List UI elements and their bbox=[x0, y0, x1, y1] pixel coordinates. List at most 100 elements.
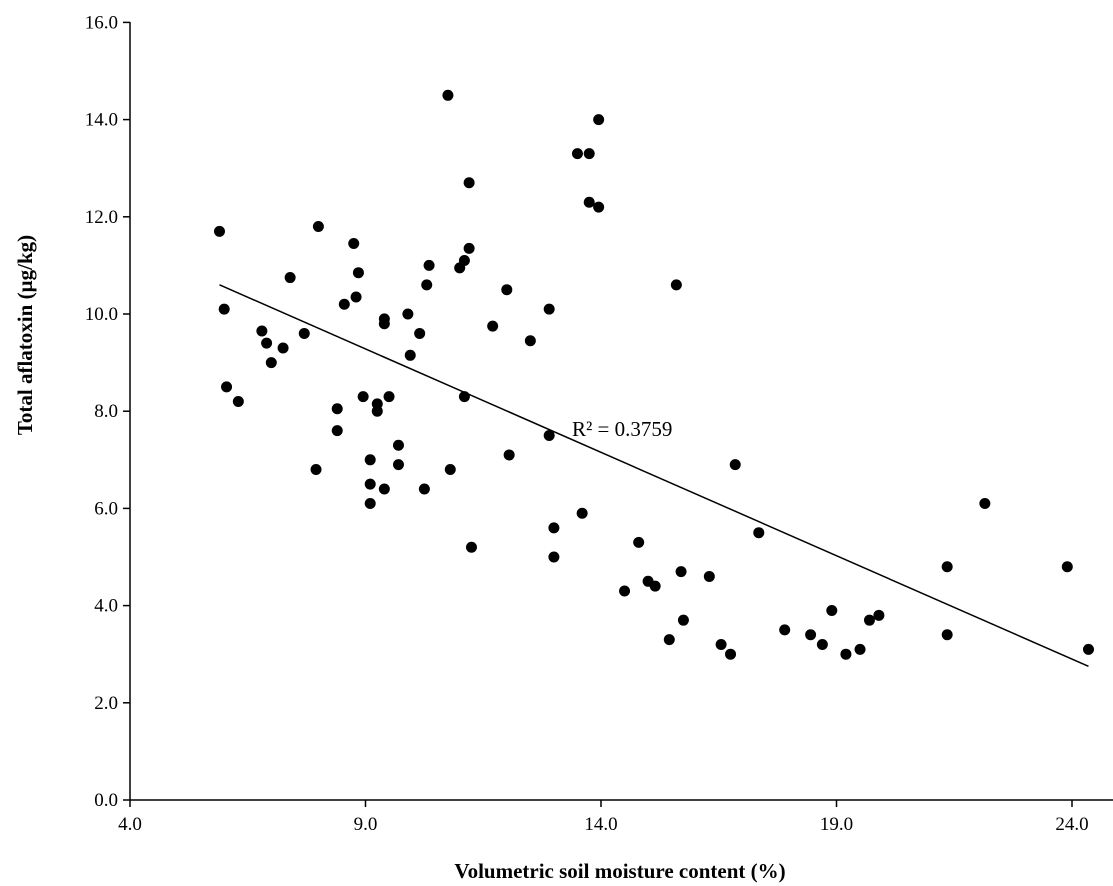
x-tick-label: 4.0 bbox=[118, 814, 142, 835]
data-point bbox=[383, 391, 395, 403]
data-point bbox=[524, 335, 536, 347]
data-point bbox=[816, 638, 828, 650]
data-point bbox=[213, 225, 225, 237]
data-point bbox=[284, 272, 296, 284]
data-point bbox=[364, 498, 376, 510]
data-point bbox=[423, 259, 435, 271]
data-point bbox=[619, 585, 631, 597]
y-tick-label: 12.0 bbox=[85, 207, 118, 228]
data-point bbox=[670, 279, 682, 291]
data-point bbox=[277, 342, 289, 354]
y-tick-label: 6.0 bbox=[94, 498, 118, 519]
x-axis-title: Volumetric soil moisture content (%) bbox=[454, 859, 785, 883]
data-point bbox=[1082, 643, 1094, 655]
trendline-group bbox=[219, 284, 1089, 668]
data-point bbox=[571, 148, 583, 160]
y-tick-label: 0.0 bbox=[94, 790, 118, 811]
y-tick-label: 2.0 bbox=[94, 693, 118, 714]
y-axis-title: Total aflatoxin (µg/kg) bbox=[13, 235, 37, 435]
data-point bbox=[371, 405, 383, 417]
data-point bbox=[703, 570, 715, 582]
data-point bbox=[402, 308, 414, 320]
data-point bbox=[593, 114, 605, 126]
data-point bbox=[458, 255, 470, 267]
data-point bbox=[256, 325, 268, 337]
data-points bbox=[213, 89, 1094, 660]
x-tick-label: 14.0 bbox=[584, 814, 617, 835]
data-point bbox=[725, 648, 737, 660]
data-point bbox=[593, 201, 605, 213]
data-point bbox=[414, 327, 426, 339]
x-tick-label: 24.0 bbox=[1055, 814, 1088, 835]
data-point bbox=[677, 614, 689, 626]
data-point bbox=[941, 561, 953, 573]
data-point bbox=[543, 303, 555, 315]
data-point bbox=[421, 279, 433, 291]
data-point bbox=[458, 391, 470, 403]
data-point bbox=[352, 267, 364, 279]
data-point bbox=[854, 643, 866, 655]
data-point bbox=[221, 381, 233, 393]
data-point bbox=[232, 395, 244, 407]
data-point bbox=[378, 483, 390, 495]
data-point bbox=[392, 459, 404, 471]
y-tick-label: 4.0 bbox=[94, 596, 118, 617]
data-point bbox=[465, 541, 477, 553]
data-point bbox=[649, 580, 661, 592]
data-point bbox=[350, 291, 362, 303]
data-point bbox=[715, 638, 727, 650]
data-point bbox=[826, 604, 838, 616]
y-tick-label: 16.0 bbox=[85, 12, 118, 33]
data-point bbox=[729, 459, 741, 471]
data-point bbox=[548, 551, 560, 563]
trendline bbox=[219, 284, 1089, 668]
data-point bbox=[941, 629, 953, 641]
data-point bbox=[310, 464, 322, 476]
data-point bbox=[779, 624, 791, 636]
data-point bbox=[501, 284, 513, 296]
data-point bbox=[503, 449, 515, 461]
data-point bbox=[463, 242, 475, 254]
data-point bbox=[840, 648, 852, 660]
data-point bbox=[298, 327, 310, 339]
data-point bbox=[364, 454, 376, 466]
data-point bbox=[331, 403, 343, 415]
data-point bbox=[312, 221, 324, 233]
data-point bbox=[444, 464, 456, 476]
data-point bbox=[265, 357, 277, 369]
data-point bbox=[633, 536, 645, 548]
x-ticks: 4.0 9.0 14.0 19.0 24.0 bbox=[118, 800, 1089, 835]
data-point bbox=[261, 337, 273, 349]
data-point bbox=[583, 196, 595, 208]
data-point bbox=[1061, 561, 1073, 573]
data-point bbox=[873, 609, 885, 621]
data-point bbox=[863, 614, 875, 626]
axes bbox=[129, 22, 1113, 801]
data-point bbox=[576, 507, 588, 519]
data-point bbox=[392, 439, 404, 451]
x-tick-label: 9.0 bbox=[354, 814, 378, 835]
data-point bbox=[442, 89, 454, 101]
x-tick-label: 19.0 bbox=[820, 814, 853, 835]
y-tick-label: 10.0 bbox=[85, 304, 118, 325]
data-point bbox=[463, 177, 475, 189]
data-point bbox=[543, 430, 555, 441]
data-point bbox=[548, 522, 560, 534]
data-point bbox=[675, 566, 687, 578]
data-point bbox=[218, 303, 230, 315]
r-squared-annotation: R² = 0.3759 bbox=[572, 417, 672, 441]
data-point bbox=[487, 320, 499, 332]
data-point bbox=[583, 148, 595, 160]
data-point bbox=[348, 238, 360, 250]
y-ticks: 0.0 2.0 4.0 6.0 8.0 10.0 12.0 14.0 16.0 bbox=[85, 12, 130, 811]
data-point bbox=[805, 629, 817, 641]
data-point bbox=[378, 318, 390, 330]
y-tick-label: 8.0 bbox=[94, 401, 118, 422]
data-point bbox=[331, 425, 343, 437]
data-point bbox=[663, 634, 675, 646]
data-point bbox=[357, 391, 369, 403]
data-point bbox=[418, 483, 430, 495]
data-point bbox=[404, 349, 416, 361]
data-point bbox=[364, 478, 376, 490]
